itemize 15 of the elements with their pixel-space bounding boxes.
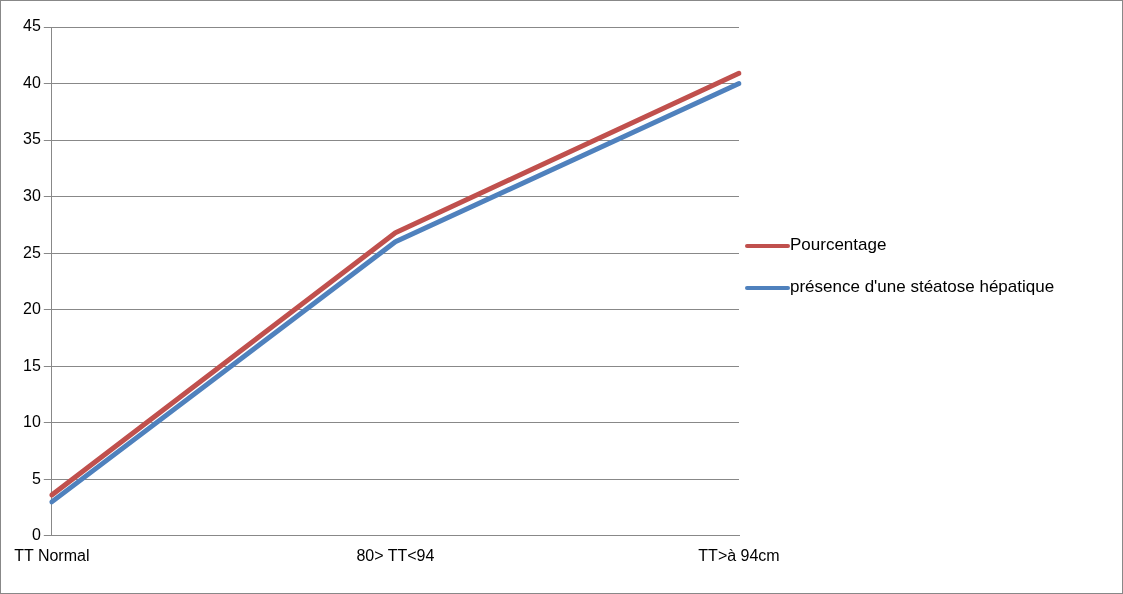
y-tick-label: 30 — [23, 187, 41, 205]
y-tick-label: 5 — [31, 469, 41, 487]
y-tick-label: 10 — [23, 413, 41, 431]
x-tick-label: TT>à 94cm — [698, 546, 780, 564]
legend-label: présence d'une stéatose hépatique — [790, 277, 1055, 297]
x-tick-label: TT Normal — [14, 546, 90, 564]
y-tick-label: 20 — [23, 300, 41, 318]
y-tick-label: 15 — [23, 356, 41, 374]
y-tick-label: 25 — [23, 243, 41, 261]
y-tick-label: 0 — [31, 526, 41, 544]
y-tick-label: 40 — [23, 73, 41, 91]
y-tick-label: 45 — [23, 17, 41, 35]
x-tick-label: 80> TT<94 — [356, 546, 435, 564]
y-tick-label: 35 — [23, 130, 41, 148]
legend-label: Pourcentage — [790, 235, 887, 255]
